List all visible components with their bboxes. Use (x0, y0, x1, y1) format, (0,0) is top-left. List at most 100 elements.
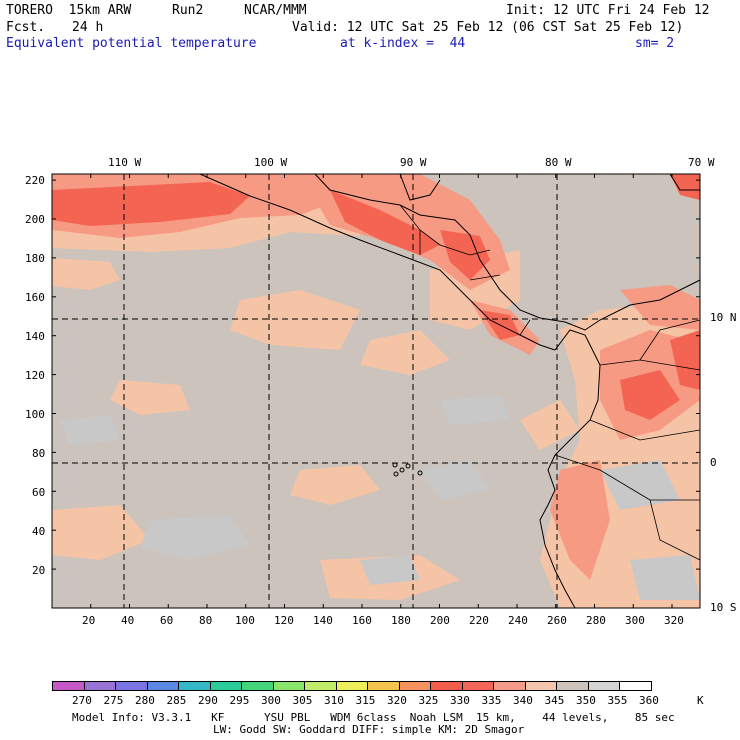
colorbar-swatch (587, 681, 620, 691)
x-tick-label: 40 (121, 614, 135, 627)
colorbar-label: 285 (166, 694, 187, 707)
warm-patch (520, 400, 580, 450)
cool-grey-patch (600, 460, 680, 510)
smoothing-label: sm= 2 (635, 36, 675, 51)
model-info: Model Info: V3.3.1 KF YSU PBL WDM 6class… (72, 711, 675, 724)
western-warm-patch (52, 258, 120, 290)
colorbar-swatch (524, 681, 557, 691)
colorbar-label: 355 (607, 694, 628, 707)
x-tick-label: 260 (547, 614, 567, 627)
valid-time: Valid: 12 UTC Sat 25 Feb 12 (06 CST Sat … (292, 20, 684, 35)
caribbean-coast-central-america (314, 173, 566, 323)
axis-ticks (51, 174, 700, 609)
pacific-warm-max (52, 182, 250, 226)
colorbar-label: 335 (481, 694, 502, 707)
colorbar-label: 350 (576, 694, 596, 707)
cool-grey-patch (440, 395, 510, 425)
yucatan-coast (399, 173, 441, 201)
lat-label-0: 0 (710, 456, 717, 469)
colorbar-swatch (556, 681, 589, 691)
x-tick-label: 20 (82, 614, 96, 627)
pacific-coast-central-america (199, 173, 556, 351)
venezuela-warm (620, 285, 700, 330)
level-label: at k-index = 44 (340, 36, 466, 51)
y-tick-label: 20 (32, 564, 46, 577)
x-tick-label: 160 (352, 614, 372, 627)
colorbar-label: 280 (135, 694, 155, 707)
sw-warm-patch (52, 505, 150, 560)
theta-e-shading (52, 174, 700, 608)
physics-info: LW: Godd SW: Goddard DIFF: simple KM: 2D… (213, 723, 525, 736)
lon-label-100w: 100 W (254, 156, 288, 169)
colorbar-swatch (241, 681, 274, 691)
org-label: NCAR/MMM (244, 3, 307, 18)
colorbar-swatch (115, 681, 148, 691)
x-tick-label: 220 (469, 614, 489, 627)
caribbean-warm-max (670, 174, 700, 200)
lat-lon-grid (52, 174, 700, 608)
y-tick-label: 160 (25, 291, 45, 304)
andes-warm-max (670, 330, 700, 390)
country-border (649, 499, 701, 561)
cool-grey-patch (360, 555, 420, 585)
y-tick-label: 140 (25, 330, 45, 343)
warm-patch (360, 330, 450, 375)
x-tick-label: 320 (664, 614, 684, 627)
lon-label-90w: 90 W (400, 156, 427, 169)
map-frame (51, 173, 701, 609)
cool-grey-patch (630, 555, 700, 600)
colorbar-unit: K (697, 694, 704, 707)
colorbar-label: 275 (103, 694, 124, 707)
colorbar-swatch (367, 681, 400, 691)
central-warm-patch (230, 290, 360, 350)
nicaragua-warm-max (440, 230, 490, 280)
x-tick-label: 120 (274, 614, 294, 627)
colorbar-swatch (146, 681, 179, 691)
country-border (439, 244, 491, 256)
cool-grey-patch (420, 460, 490, 500)
y-tick-label: 40 (32, 525, 46, 538)
country-border (589, 419, 701, 441)
colorbar-swatch (83, 681, 116, 691)
colorbar-label: 295 (229, 694, 250, 707)
country-border (469, 274, 501, 281)
run-label: Run2 (172, 3, 204, 18)
colorbar-swatch (398, 681, 431, 691)
x-tick-label: 240 (508, 614, 528, 627)
colorbar-label: 360 (639, 694, 659, 707)
colorbar-label: 305 (292, 694, 313, 707)
colorbar-swatch (335, 681, 368, 691)
y-tick-label: 80 (32, 447, 46, 460)
x-tick-label: 80 (199, 614, 213, 627)
y-tick-label: 220 (25, 174, 45, 187)
x-tick-label: 140 (313, 614, 333, 627)
colorbar-swatch (493, 681, 526, 691)
colorbar-label: 325 (418, 694, 439, 707)
andes-warm-max (620, 370, 680, 420)
y-tick-label: 100 (25, 408, 45, 421)
init-time: Init: 12 UTC Fri 24 Feb 12 (506, 3, 710, 18)
x-tick-label: 100 (235, 614, 255, 627)
peru-warm (550, 460, 610, 580)
country-border (519, 319, 531, 336)
colorbar-swatch (178, 681, 211, 691)
lon-label-110w: 110 W (108, 156, 142, 169)
colorbar-label: 310 (324, 694, 344, 707)
x-tick-label: 60 (160, 614, 174, 627)
lat-label-10s: 10 S (710, 601, 737, 614)
y-tick-label: 200 (25, 213, 45, 226)
forecast-hours: 24 h (72, 20, 104, 35)
colorbar-label: 315 (355, 694, 376, 707)
lat-label-10n: 10 N (710, 311, 737, 324)
colorbar-label: 330 (450, 694, 470, 707)
galapagos-island (405, 463, 411, 469)
forecast-label: Fcst. (6, 20, 46, 35)
colorbar-swatch (52, 681, 85, 691)
lon-label-80w: 80 W (545, 156, 572, 169)
model-name: TORERO 15km ARW (6, 3, 132, 18)
colorbar-label: 300 (261, 694, 281, 707)
colorbar-swatch (272, 681, 305, 691)
y-tick-label: 120 (25, 369, 45, 382)
colorbar-swatch (209, 681, 242, 691)
colorbar-label: 345 (544, 694, 565, 707)
